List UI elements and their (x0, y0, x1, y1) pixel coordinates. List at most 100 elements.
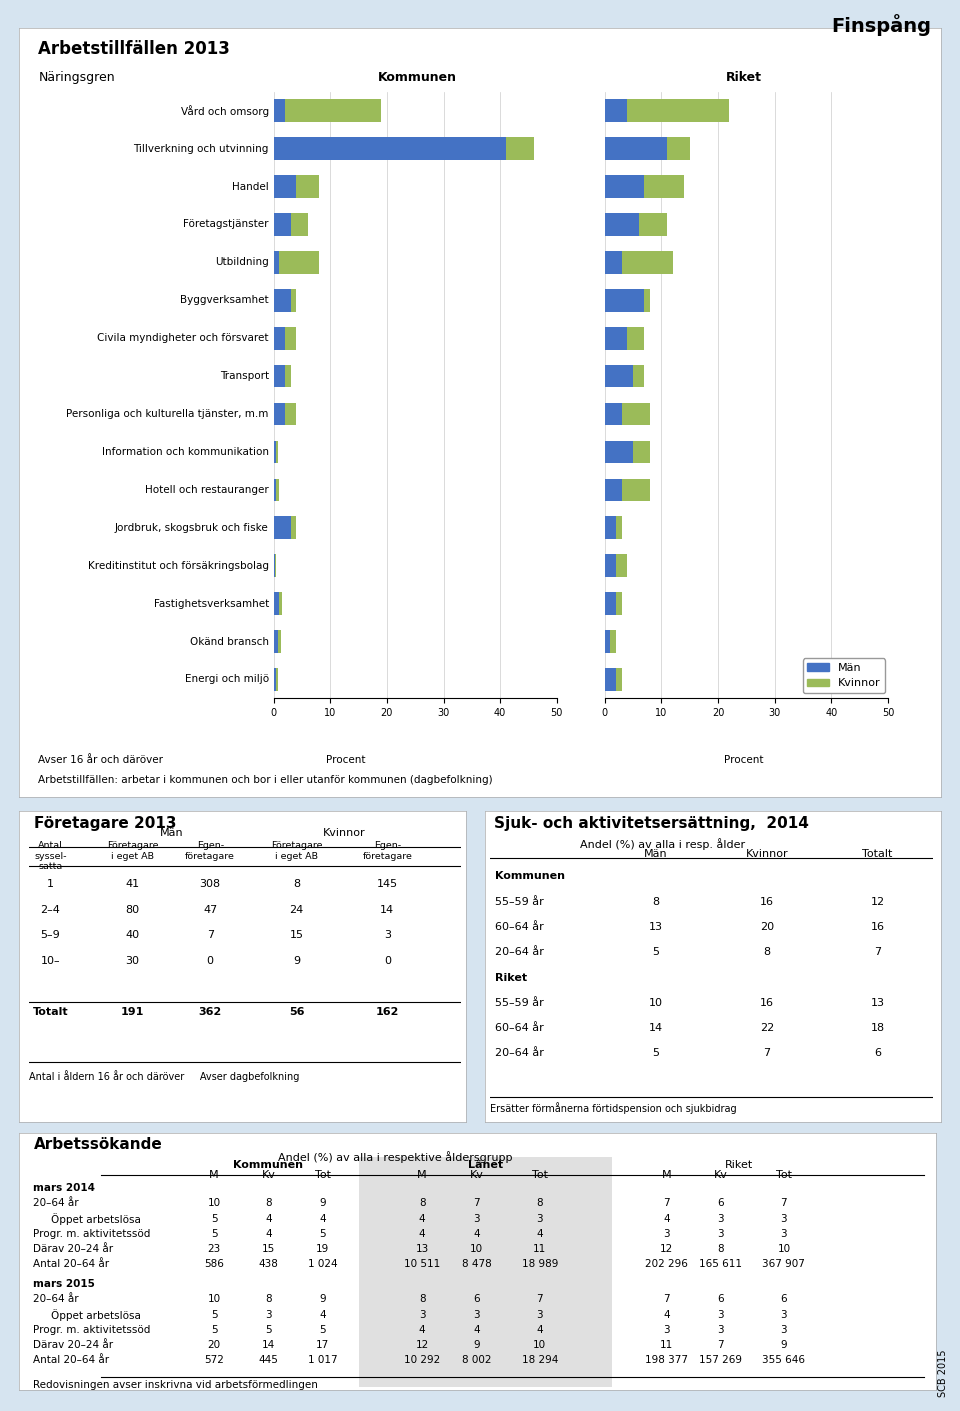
Text: Egen-
företagare: Egen- företagare (363, 841, 412, 861)
Text: Riket: Riket (725, 1160, 753, 1170)
Text: Företagare
i eget AB: Företagare i eget AB (107, 841, 158, 861)
Text: 198 377: 198 377 (645, 1355, 688, 1364)
Text: 4: 4 (473, 1325, 480, 1335)
Text: 7: 7 (537, 1294, 543, 1304)
Bar (279, 593, 282, 615)
Text: Företagare 2013: Företagare 2013 (34, 816, 176, 831)
Bar (297, 175, 319, 198)
Text: 3: 3 (384, 930, 391, 940)
Text: 3: 3 (717, 1325, 724, 1335)
Text: Kvinnor: Kvinnor (323, 828, 366, 838)
Text: 8 478: 8 478 (462, 1259, 492, 1268)
Text: Utbildning: Utbildning (215, 257, 269, 267)
Bar (616, 516, 622, 539)
Text: 5–9: 5–9 (40, 930, 60, 940)
Text: 445: 445 (258, 1355, 278, 1364)
Text: 10: 10 (533, 1339, 546, 1350)
Text: 22: 22 (759, 1023, 774, 1033)
Text: Information och kommunikation: Information och kommunikation (102, 447, 269, 457)
Text: 572: 572 (204, 1355, 224, 1364)
Text: 2–4: 2–4 (40, 904, 60, 914)
Text: 40: 40 (126, 930, 139, 940)
Text: Fastighetsverksamhet: Fastighetsverksamhet (154, 598, 269, 608)
Text: 4: 4 (265, 1213, 272, 1223)
Text: M: M (661, 1170, 671, 1180)
Bar (276, 669, 278, 691)
Text: 18 294: 18 294 (521, 1355, 558, 1364)
Bar (285, 99, 381, 123)
Text: mars 2014: mars 2014 (34, 1184, 95, 1194)
Text: Sjuk- och aktivitetsersättning,  2014: Sjuk- och aktivitetsersättning, 2014 (494, 816, 809, 831)
Text: 7: 7 (875, 947, 881, 957)
Bar (605, 289, 644, 312)
Text: 6: 6 (875, 1048, 881, 1058)
Text: 162: 162 (375, 1007, 399, 1017)
Bar (616, 555, 628, 577)
Text: 8: 8 (717, 1243, 724, 1254)
Text: 7: 7 (206, 930, 214, 940)
Text: 10: 10 (649, 998, 663, 1007)
Text: Egen-
företagare: Egen- företagare (185, 841, 235, 861)
Text: Finspång: Finspång (831, 14, 931, 37)
Text: 20: 20 (759, 921, 774, 931)
Text: 7: 7 (473, 1198, 480, 1208)
Text: 8: 8 (265, 1198, 272, 1208)
Text: Länet: Länet (468, 1160, 503, 1170)
Bar (634, 364, 644, 388)
Text: 12: 12 (416, 1339, 429, 1350)
Text: Öppet arbetslösa: Öppet arbetslösa (52, 1309, 141, 1322)
Text: 18: 18 (871, 1023, 885, 1033)
Bar (291, 289, 297, 312)
Text: mars 2015: mars 2015 (34, 1280, 95, 1290)
Text: 8: 8 (653, 896, 660, 907)
Text: Okänd bransch: Okänd bransch (190, 636, 269, 646)
Text: 4: 4 (663, 1309, 670, 1319)
Legend: Män, Kvinnor: Män, Kvinnor (803, 659, 885, 693)
Bar (274, 440, 276, 463)
Text: 20–64 år: 20–64 år (495, 947, 544, 957)
Bar (605, 99, 628, 123)
Text: 3: 3 (780, 1213, 787, 1223)
Text: 20–64 år: 20–64 år (34, 1294, 79, 1304)
Text: Kvinnor: Kvinnor (746, 849, 788, 859)
Text: 3: 3 (473, 1309, 480, 1319)
Text: 20: 20 (207, 1339, 221, 1350)
Text: 6: 6 (780, 1294, 787, 1304)
Text: 3: 3 (419, 1309, 425, 1319)
Text: Handel: Handel (232, 182, 269, 192)
Text: Progr. m. aktivitetssöd: Progr. m. aktivitetssöd (34, 1325, 151, 1335)
Bar (634, 440, 650, 463)
Bar (274, 555, 275, 577)
Bar (275, 555, 276, 577)
Text: Tot: Tot (315, 1170, 330, 1180)
Text: 8: 8 (419, 1198, 425, 1208)
Text: 8: 8 (419, 1294, 425, 1304)
Text: SCB 2015: SCB 2015 (938, 1349, 948, 1397)
Text: 165 611: 165 611 (699, 1259, 742, 1268)
Text: 1 024: 1 024 (308, 1259, 338, 1268)
Text: 7: 7 (763, 1048, 770, 1058)
Text: Byggverksamhet: Byggverksamhet (180, 295, 269, 305)
Text: 308: 308 (200, 879, 221, 889)
Text: M: M (209, 1170, 219, 1180)
Text: Redovisningen avser inskrivna vid arbetsförmedlingen: Redovisningen avser inskrivna vid arbets… (34, 1380, 318, 1390)
Text: Avser 16 år och däröver: Avser 16 år och däröver (38, 755, 163, 765)
Text: 4: 4 (419, 1229, 425, 1239)
Bar (605, 137, 667, 159)
Text: Män: Män (644, 849, 668, 859)
Text: M: M (418, 1170, 427, 1180)
Text: 1 017: 1 017 (308, 1355, 338, 1364)
Text: Kreditinstitut och försäkringsbolag: Kreditinstitut och försäkringsbolag (87, 560, 269, 570)
Text: 10: 10 (207, 1294, 221, 1304)
Text: 11: 11 (533, 1243, 546, 1254)
Text: 4: 4 (419, 1213, 425, 1223)
Text: 23: 23 (207, 1243, 221, 1254)
Text: 0: 0 (384, 957, 391, 967)
Text: Kv: Kv (261, 1170, 276, 1180)
Bar (274, 631, 278, 653)
Text: 47: 47 (204, 904, 217, 914)
Bar (274, 99, 285, 123)
Text: 586: 586 (204, 1259, 224, 1268)
Text: 14: 14 (649, 1023, 663, 1033)
Bar (274, 175, 297, 198)
